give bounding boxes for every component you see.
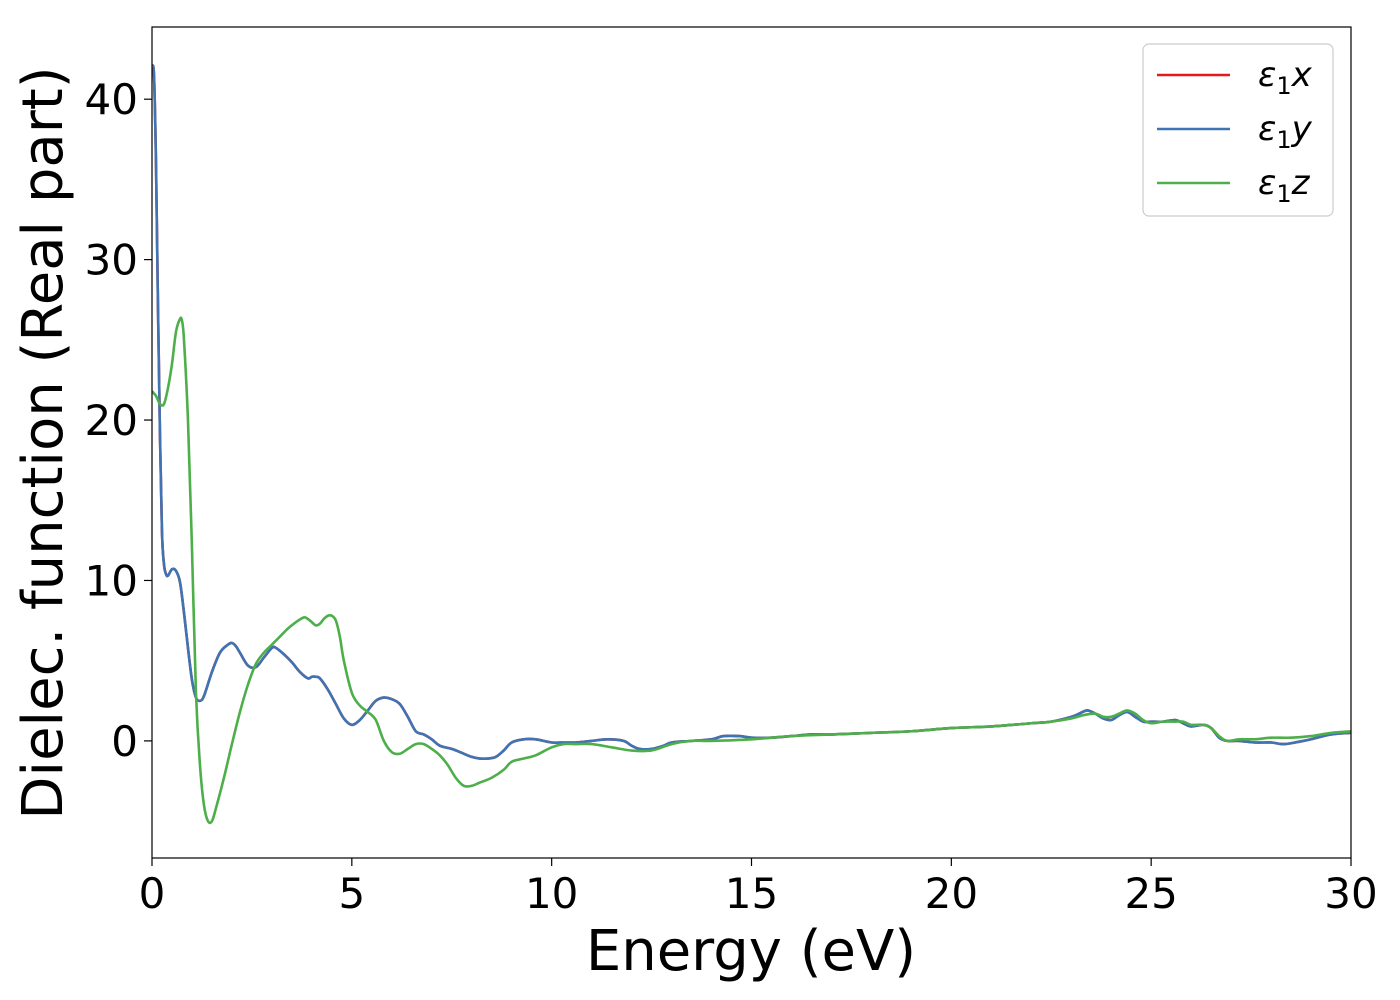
x-tick-label: 20 (925, 869, 978, 918)
x-tick-label: 5 (338, 869, 365, 918)
legend-label-x: ε1x (1258, 55, 1313, 100)
y-axis-label: Dielec. function (Real part) (11, 66, 76, 819)
x-axis: 0 5 10 15 20 25 30 (139, 858, 1378, 918)
x-tick-label: 10 (525, 869, 578, 918)
series-line-y (152, 64, 1351, 761)
legend-label-z: ε1z (1258, 163, 1311, 208)
y-tick-label: 30 (85, 236, 138, 285)
y-axis: 0 10 20 30 40 (85, 75, 152, 766)
y-tick-label: 10 (85, 556, 138, 605)
legend-box (1142, 43, 1334, 217)
series-line-z (152, 316, 1351, 825)
x-tick-label: 25 (1124, 869, 1177, 918)
x-tick-label: 30 (1324, 869, 1377, 918)
series-layer (152, 64, 1351, 825)
y-tick-label: 0 (111, 717, 138, 766)
y-tick-label: 20 (85, 396, 138, 445)
x-axis-label: Energy (eV) (586, 919, 916, 984)
x-tick-label: 0 (139, 869, 166, 918)
legend: ε1x ε1y ε1z (1142, 43, 1334, 217)
legend-label-y: ε1y (1258, 109, 1313, 154)
x-tick-label: 15 (725, 869, 778, 918)
y-tick-label: 40 (85, 75, 138, 124)
